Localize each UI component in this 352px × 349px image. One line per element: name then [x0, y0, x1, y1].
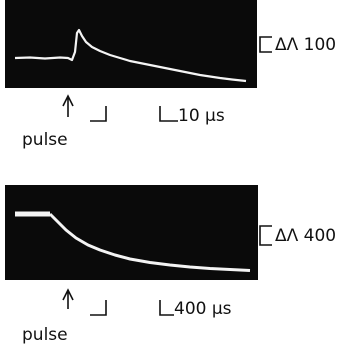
time-label: 400 μs — [174, 299, 232, 319]
time-marker — [160, 106, 178, 121]
time-label: 10 μs — [178, 106, 225, 126]
panel: ΔΛ 100 pulse 10 μs — [5, 0, 336, 150]
oscilloscope-screen — [5, 0, 257, 88]
pulse-arrow — [63, 96, 73, 117]
oscilloscope-screen — [5, 185, 258, 280]
scale-bracket — [260, 226, 272, 245]
scale-label: ΔΛ 400 — [275, 226, 336, 246]
pulse-label: pulse — [22, 130, 68, 150]
time-marker — [160, 300, 174, 315]
panel: ΔΛ 400 pulse 400 μs — [5, 185, 336, 345]
pulse-label: pulse — [22, 325, 68, 345]
pulse-arrow — [63, 290, 73, 309]
page: {"panels": [ {"scale_label": "ΔΛ 100", "… — [0, 0, 352, 349]
scale-label: ΔΛ 100 — [275, 35, 336, 55]
time-marker — [90, 106, 106, 121]
scale-bracket — [260, 37, 272, 52]
time-marker — [90, 300, 106, 315]
figure: ΔΛ 100 pulse 10 μs ΔΛ 400 pulse 400 μs — [0, 0, 352, 349]
